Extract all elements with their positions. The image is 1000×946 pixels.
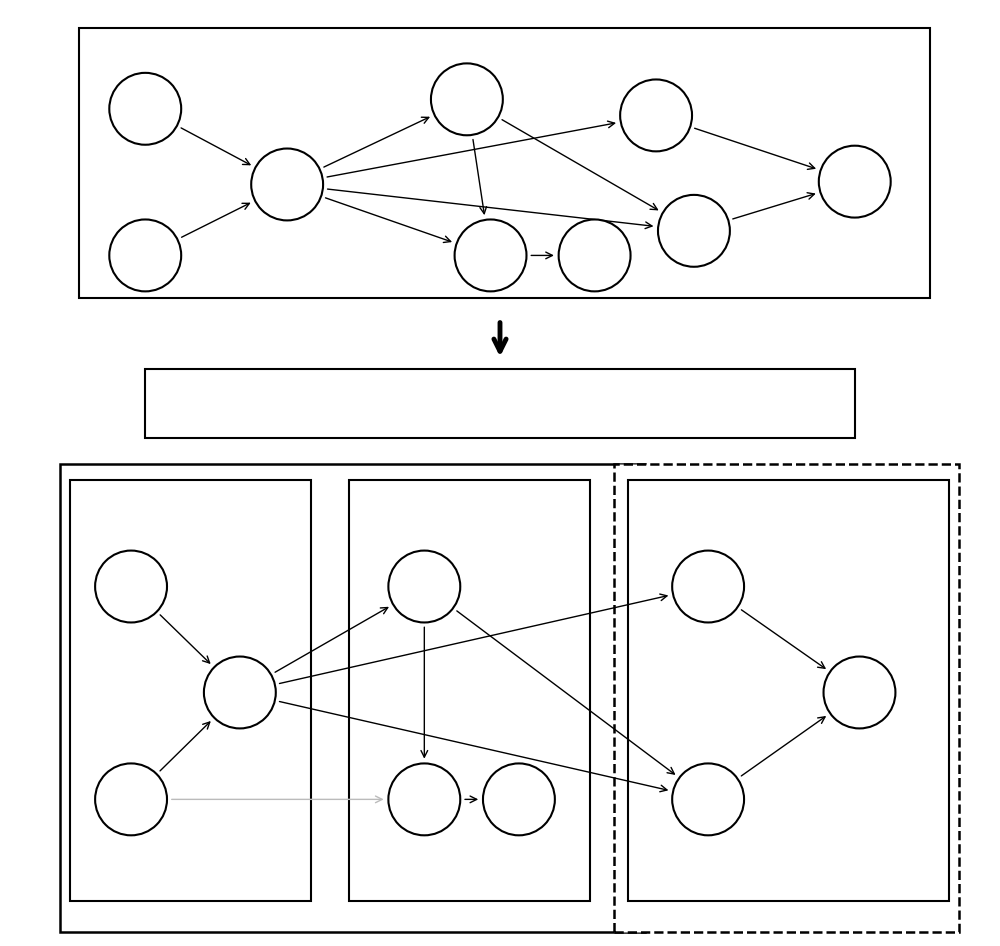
Circle shape [455, 219, 526, 291]
Circle shape [204, 657, 276, 728]
Bar [70, 480, 311, 901]
Circle shape [109, 219, 181, 291]
Circle shape [672, 763, 744, 835]
Bar [79, 28, 930, 298]
Circle shape [109, 73, 181, 145]
Circle shape [824, 657, 895, 728]
Circle shape [658, 195, 730, 267]
Bar [349, 480, 590, 901]
Circle shape [819, 146, 891, 218]
Circle shape [483, 763, 555, 835]
Circle shape [559, 219, 631, 291]
Bar [145, 369, 855, 438]
Circle shape [95, 763, 167, 835]
Circle shape [620, 79, 692, 151]
Bar [614, 464, 959, 932]
Circle shape [95, 551, 167, 622]
Bar [628, 480, 949, 901]
Circle shape [388, 763, 460, 835]
Circle shape [431, 63, 503, 135]
Bar [60, 464, 645, 932]
Circle shape [388, 551, 460, 622]
Circle shape [251, 149, 323, 220]
Circle shape [672, 551, 744, 622]
